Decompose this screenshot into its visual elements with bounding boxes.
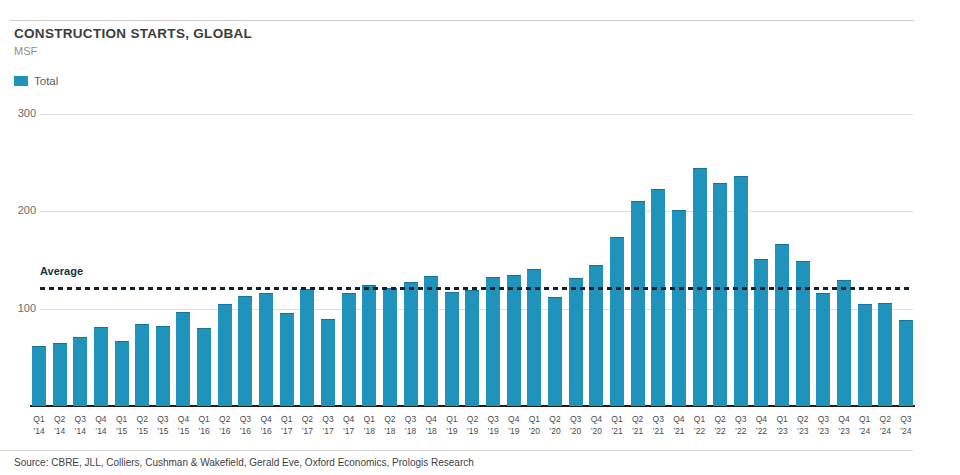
average-dashed-line — [40, 287, 913, 290]
bar-column: Q2’16 — [218, 114, 232, 406]
bar — [300, 289, 314, 406]
x-axis-tick: Q3’24 — [893, 413, 919, 438]
bar — [197, 328, 211, 406]
bar-column: Q2’15 — [135, 114, 149, 406]
bar — [53, 343, 67, 406]
bar-column: Q2’22 — [713, 114, 727, 406]
bar — [445, 292, 459, 406]
bar — [569, 278, 583, 406]
bar — [858, 304, 872, 406]
bar-column: Q2’18 — [383, 114, 397, 406]
bar-column: Q1’19 — [445, 114, 459, 406]
bar — [280, 313, 294, 406]
bar-column: Q4’21 — [672, 114, 686, 406]
bar-column: Q2’14 — [53, 114, 67, 406]
legend-swatch-total-icon — [14, 76, 28, 86]
bottom-divider — [0, 450, 913, 451]
bar-column: Q1’21 — [610, 114, 624, 406]
bar — [713, 183, 727, 406]
bar — [465, 290, 479, 406]
bar — [321, 319, 335, 406]
bar — [259, 293, 273, 406]
bar — [899, 320, 913, 406]
source-note: Source: CBRE, JLL, Colliers, Cushman & W… — [14, 457, 474, 468]
bar-column: Q4’23 — [837, 114, 851, 406]
chart-units-label: MSF — [14, 45, 37, 57]
bar-column: Q4’19 — [507, 114, 521, 406]
bar-column: Q1’15 — [115, 114, 129, 406]
bar-column: Q3’19 — [486, 114, 500, 406]
bar-column: Q1’23 — [775, 114, 789, 406]
bar-column: Q1’20 — [527, 114, 541, 406]
bar-column: Q3’20 — [569, 114, 583, 406]
bar — [115, 341, 129, 406]
bar-column: Q1’24 — [858, 114, 872, 406]
bar — [775, 244, 789, 406]
bar — [507, 275, 521, 406]
chart-plot-area: Average Q1’14Q2’14Q3’14Q4’14Q1’15Q2’15Q3… — [32, 114, 913, 406]
bar — [383, 288, 397, 406]
bar-column: Q4’16 — [259, 114, 273, 406]
bar — [651, 189, 665, 406]
bar-column: Q3’21 — [651, 114, 665, 406]
bar — [589, 265, 603, 406]
legend: Total — [14, 75, 58, 87]
bar — [176, 312, 190, 406]
bar — [796, 261, 810, 406]
bar-column: Q1’14 — [32, 114, 46, 406]
bar — [548, 297, 562, 406]
bar-column: Q1’18 — [362, 114, 376, 406]
bar-column: Q4’20 — [589, 114, 603, 406]
legend-label-total: Total — [34, 75, 58, 87]
bar-column: Q3’24 — [899, 114, 913, 406]
bar-series-total: Q1’14 Q2’14 Q3’14 Q4’14 Q1’15 Q2’15 Q3’15 Q4’15… — [32, 114, 913, 406]
bar-column: Q4’18 — [424, 114, 438, 406]
bar — [486, 277, 500, 406]
bar-column: Q4’15 — [176, 114, 190, 406]
bar — [238, 296, 252, 406]
y-axis-tick-100: 100 — [0, 302, 36, 314]
bar — [404, 282, 418, 406]
bar-column: Q3’23 — [816, 114, 830, 406]
bar-column: Q2’24 — [878, 114, 892, 406]
bar-column: Q1’16 — [197, 114, 211, 406]
bar-column: Q4’22 — [754, 114, 768, 406]
page-title: CONSTRUCTION STARTS, GLOBAL — [14, 26, 252, 41]
bar — [94, 327, 108, 406]
bar-column: Q2’21 — [631, 114, 645, 406]
bar-column: Q3’14 — [73, 114, 87, 406]
bar-column: Q2’17 — [300, 114, 314, 406]
bar — [362, 285, 376, 406]
bar — [610, 237, 624, 406]
bar — [837, 280, 851, 406]
bar — [218, 304, 232, 406]
bar-column: Q4’17 — [342, 114, 356, 406]
y-axis-tick-300: 300 — [0, 107, 36, 119]
bar-column: Q1’17 — [280, 114, 294, 406]
bar-column: Q3’15 — [156, 114, 170, 406]
bar-column: Q1’22 — [693, 114, 707, 406]
bar — [424, 276, 438, 406]
bar-column: Q3’17 — [321, 114, 335, 406]
bar — [73, 337, 87, 406]
bar-column: Q4’14 — [94, 114, 108, 406]
bar-column: Q2’20 — [548, 114, 562, 406]
bar — [135, 324, 149, 406]
bar — [32, 346, 46, 406]
bar — [672, 210, 686, 406]
bar — [734, 176, 748, 406]
bar-column: Q3’22 — [734, 114, 748, 406]
bar — [342, 293, 356, 406]
bar-column: Q3’16 — [238, 114, 252, 406]
bar-column: Q2’23 — [796, 114, 810, 406]
bar-column: Q2’19 — [465, 114, 479, 406]
bar — [631, 201, 645, 406]
bar-column: Q3’18 — [404, 114, 418, 406]
y-axis-tick-200: 200 — [0, 204, 36, 216]
bar — [878, 303, 892, 406]
top-divider — [10, 20, 914, 21]
bar — [816, 293, 830, 406]
bar — [156, 326, 170, 406]
bar — [754, 259, 768, 406]
